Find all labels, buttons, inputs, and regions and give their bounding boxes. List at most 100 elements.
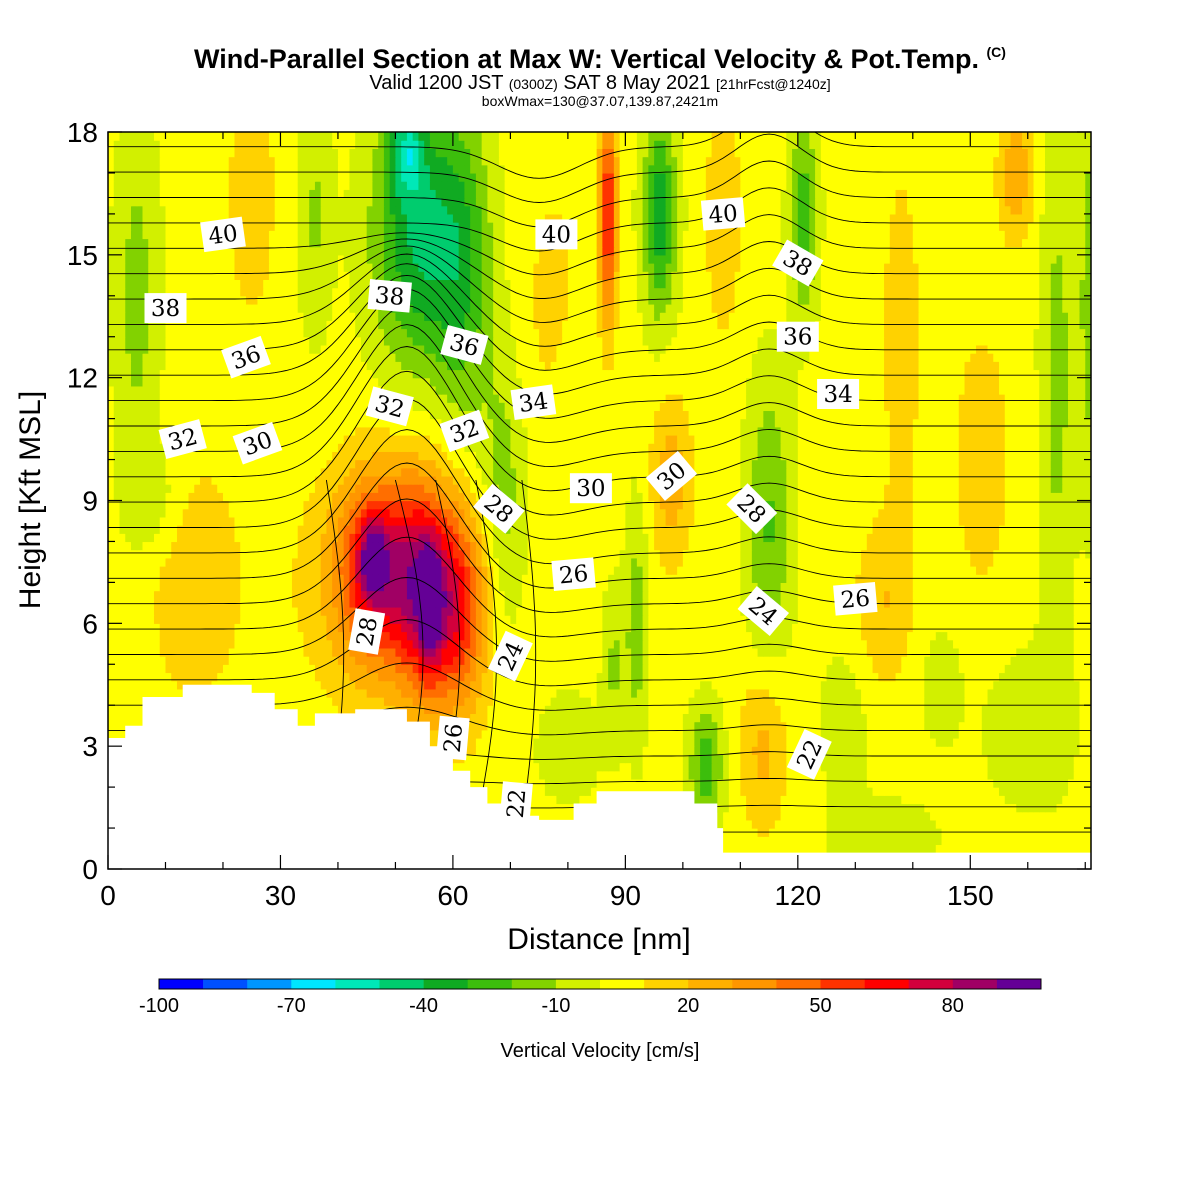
velocity-cell [832,664,839,674]
velocity-cell [723,705,730,715]
velocity-cell [642,688,649,698]
velocity-cell [843,836,851,846]
velocity-cell [487,721,494,731]
velocity-cell [125,647,132,657]
velocity-cell [360,697,368,706]
velocity-cell [901,770,908,780]
velocity-cell [590,721,598,731]
velocity-cell [1010,746,1017,755]
velocity-cell [441,680,448,690]
velocity-cell [751,844,759,854]
velocity-cell [211,664,218,674]
velocity-cell [757,688,764,698]
velocity-cell [389,647,397,657]
velocity-cell [314,672,322,682]
velocity-cell [723,770,730,780]
velocity-cell [286,639,293,649]
velocity-cell [694,737,701,747]
velocity-cell [970,631,977,641]
velocity-cell [786,844,793,854]
velocity-cell [970,778,977,788]
velocity-cell [631,754,638,764]
velocity-cell [671,688,678,698]
velocity-cell [694,688,701,698]
velocity-cell [849,713,856,723]
velocity-cell [907,811,914,821]
velocity-cell [510,737,517,747]
velocity-cell [631,680,638,690]
velocity-cell [1027,639,1035,649]
velocity-cell [958,787,966,796]
velocity-cell [613,680,621,690]
velocity-cell [199,656,207,665]
velocity-cell [734,836,741,846]
velocity-cell [832,746,839,755]
velocity-cell [458,672,466,682]
forecast-info: [21hrFcst@1240z] [716,76,831,92]
velocity-cell [780,795,787,805]
velocity-cell [751,631,759,641]
velocity-cell [291,672,299,682]
velocity-cell [1085,811,1091,821]
velocity-cell [659,639,667,649]
velocity-cell [993,811,1000,821]
velocity-cell [987,639,994,649]
velocity-cell [717,811,724,821]
velocity-cell [1056,705,1063,715]
velocity-cell [993,836,1000,846]
velocity-cell [562,647,569,657]
velocity-cell [700,705,707,715]
velocity-cell [1056,803,1063,813]
velocity-cell [1056,647,1063,657]
velocity-cell [981,631,989,641]
velocity-cell [751,746,759,755]
velocity-cell [815,697,822,706]
velocity-cell [355,664,362,674]
velocity-cell [935,664,943,674]
velocity-cell [470,754,477,764]
velocity-cell [717,787,724,796]
velocity-cell [924,762,931,772]
velocity-cell [654,647,661,657]
velocity-cell [964,697,971,706]
velocity-cell [976,705,983,715]
velocity-cell [481,729,488,739]
velocity-cell [999,811,1006,821]
velocity-cell [590,697,598,706]
velocity-cell [797,770,805,780]
velocity-cell [930,836,937,846]
velocity-cell [1068,631,1075,641]
velocity-cell [567,795,575,805]
velocity-cell [648,721,655,731]
velocity-cell [349,705,356,715]
velocity-cell [866,778,874,788]
velocity-cell [832,787,839,796]
velocity-cell [964,647,971,657]
velocity-cell [826,705,833,715]
velocity-cell [717,697,724,706]
velocity-cell [878,680,885,690]
velocity-cell [1050,688,1058,698]
velocity-cell [740,656,747,665]
velocity-cell [930,631,937,641]
velocity-cell [567,811,575,821]
velocity-cell [740,729,747,739]
velocity-cell [464,680,471,690]
velocity-cell [130,713,138,723]
velocity-cell [251,631,259,641]
velocity-cell [533,672,540,682]
velocity-cell [751,754,759,764]
velocity-cell [1050,680,1058,690]
velocity-cell [780,672,787,682]
velocity-cell [912,746,920,755]
velocity-cell [901,778,908,788]
velocity-cell [930,778,937,788]
velocity-cell [700,778,707,788]
velocity-cell [907,656,914,665]
velocity-cell [757,803,764,813]
velocity-cell [1022,746,1029,755]
velocity-cell [792,639,799,649]
velocity-cell [855,639,862,649]
velocity-cell [251,656,259,665]
velocity-cell [245,639,253,649]
